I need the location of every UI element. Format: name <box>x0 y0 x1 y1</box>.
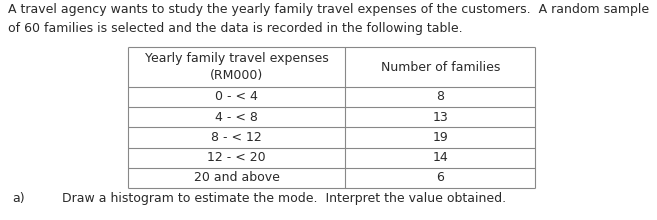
Text: 14: 14 <box>432 151 448 164</box>
Text: 0 - < 4: 0 - < 4 <box>215 90 258 103</box>
Text: Number of families: Number of families <box>380 61 500 73</box>
Text: 4 - < 8: 4 - < 8 <box>215 111 258 124</box>
Text: 19: 19 <box>432 131 448 144</box>
Text: a): a) <box>12 192 24 205</box>
Text: 6: 6 <box>436 171 444 184</box>
Text: 13: 13 <box>432 111 448 124</box>
Text: 12 - < 20: 12 - < 20 <box>207 151 266 164</box>
Text: Draw a histogram to estimate the mode.  Interpret the value obtained.: Draw a histogram to estimate the mode. I… <box>62 192 507 205</box>
Text: 8: 8 <box>436 90 444 103</box>
Text: 8 - < 12: 8 - < 12 <box>211 131 262 144</box>
Text: Yearly family travel expenses
(RM000): Yearly family travel expenses (RM000) <box>145 52 328 82</box>
Text: A travel agency wants to study the yearly family travel expenses of the customer: A travel agency wants to study the yearl… <box>8 3 649 35</box>
Text: 20 and above: 20 and above <box>194 171 279 184</box>
